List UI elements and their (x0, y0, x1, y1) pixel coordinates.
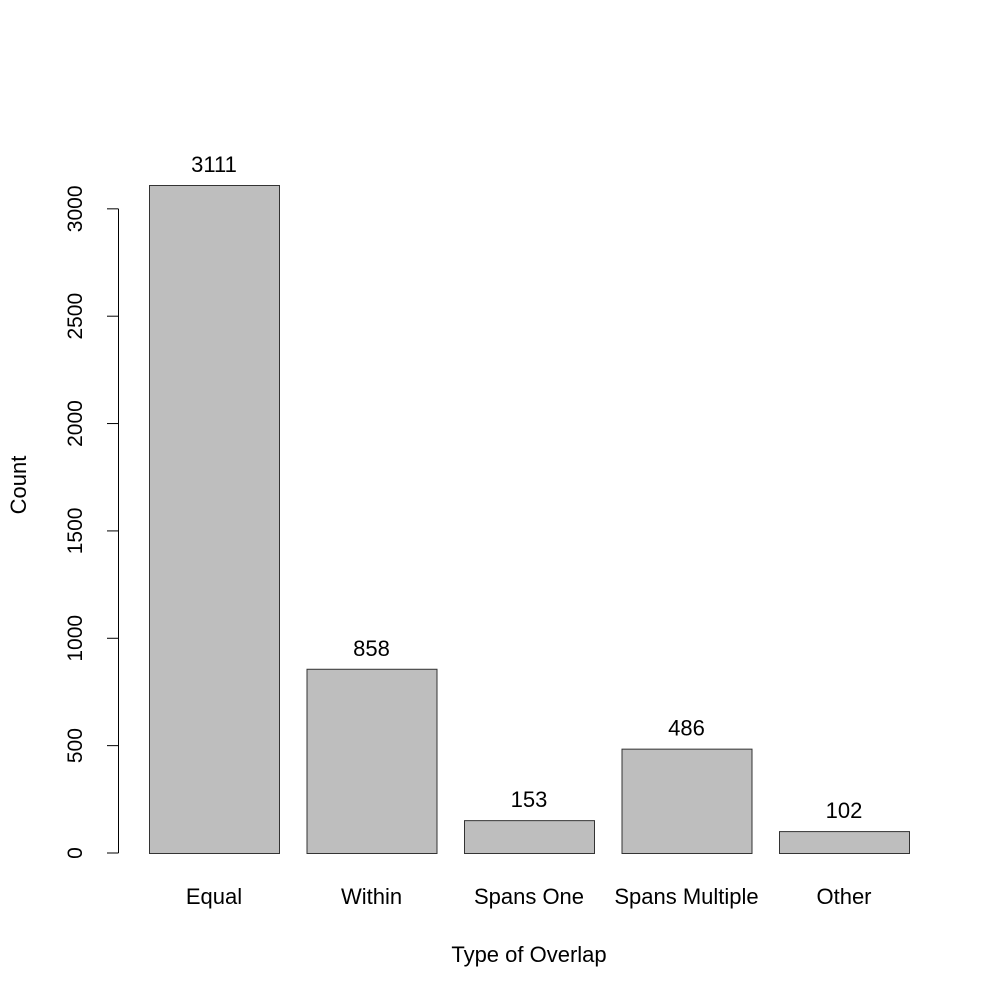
x-axis-title: Type of Overlap (451, 942, 606, 967)
y-tick-label: 1500 (64, 508, 87, 555)
x-axis-category-labels: Equal Within Spans One Spans Multiple Other (186, 884, 872, 909)
x-tick-label: Spans One (474, 884, 584, 909)
x-tick-label: Equal (186, 884, 242, 909)
data-label: 486 (668, 716, 705, 741)
data-labels: 3111 858 153 486 102 (191, 152, 862, 823)
bar-within (306, 668, 438, 854)
x-tick-label: Other (816, 884, 871, 909)
y-tick-label: 500 (64, 728, 87, 763)
data-label: 3111 (191, 152, 237, 177)
y-tick-label: 2500 (64, 293, 87, 340)
bar-spans-multiple (621, 748, 753, 855)
y-tick-label: 1000 (64, 615, 87, 662)
y-tick-label: 3000 (64, 185, 87, 232)
bar-other (779, 831, 910, 855)
y-axis-title: Count (6, 456, 31, 515)
bars (149, 185, 910, 855)
y-tick-label: 2000 (64, 400, 87, 447)
bar-equal (149, 185, 280, 854)
y-tick-label: 0 (64, 847, 87, 859)
data-label: 153 (511, 787, 548, 812)
data-label: 102 (826, 798, 863, 823)
data-label: 858 (353, 636, 390, 661)
x-tick-label: Spans Multiple (614, 884, 758, 909)
y-axis: 0 500 1000 1500 2000 2500 3000 (64, 185, 119, 859)
bar-spans-one (464, 820, 595, 854)
x-tick-label: Within (341, 884, 402, 909)
